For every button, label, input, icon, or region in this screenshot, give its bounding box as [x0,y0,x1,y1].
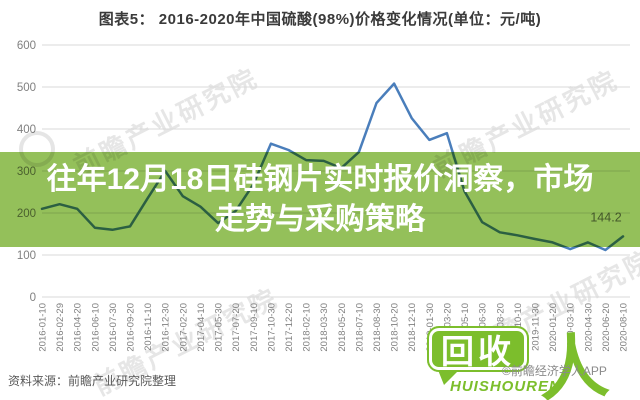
y-tick-label: 600 [17,40,36,52]
x-tick-label: 2018-03-30 [319,303,330,352]
x-tick-label: 2017-07-20 [231,303,242,352]
huishou-logo-text: 回收 [441,333,515,370]
y-tick-label: 500 [17,82,36,94]
copyright-credit: ©前瞻经济学人APP [502,364,607,378]
source-note: 资料来源：前瞻产业研究院整理 [8,374,177,388]
x-tick-label: 2016-11-10 [143,303,154,351]
x-tick-label: 2018-10-20 [390,303,401,352]
headline-line-1: 往年12月18日硅钢片实时报价洞察，市场 [46,162,594,196]
x-tick-label: 2018-12-10 [407,303,418,352]
x-tick-label: 2020-03-10 [566,303,577,352]
x-tick-label: 2019-01-30 [425,303,436,352]
x-tick-label: 2016-02-29 [55,303,66,352]
x-tick-label: 2017-02-20 [178,303,189,352]
y-tick-label: 100 [17,250,36,262]
x-tick-label: 2018-02-10 [302,303,313,352]
x-tick-label: 2018-08-30 [372,303,383,352]
x-tick-label: 2020-04-30 [583,303,594,352]
x-tick-label: 2016-09-20 [126,303,137,352]
huishou-logo-tail [438,370,459,400]
huishou-romanized: HUISHOUREN [450,378,561,395]
x-tick-label: 2020-08-10 [619,303,630,352]
huishou-logo-bubble: 回收 [427,326,529,372]
x-tick-label: 2020-01-20 [548,303,559,352]
headline: 往年12月18日硅钢片实时报价洞察，市场 走势与采购策略 [0,152,640,247]
x-tick-label: 2017-10-30 [266,303,277,352]
x-tick-label: 2018-05-20 [337,303,348,352]
x-tick-label: 2020-06-20 [601,303,612,352]
x-tick-label: 2016-07-30 [108,303,119,352]
x-tick-label: 2019-11-30 [531,303,542,351]
y-tick-label: 0 [30,292,36,304]
y-tick-label: 400 [17,124,36,136]
headline-line-2: 走势与采购策略 [215,202,425,236]
x-tick-label: 2016-06-10 [90,303,101,352]
x-tick-label: 2016-04-20 [73,303,84,352]
x-tick-label: 2017-05-30 [214,303,225,352]
x-tick-label: 2017-04-10 [196,303,207,352]
x-tick-label: 2017-09-10 [249,303,260,352]
x-tick-label: 2018-07-10 [354,303,365,352]
x-tick-label: 2017-12-20 [284,303,295,352]
chart-title: 图表5： 2016-2020年中国硫酸(98%)价格变化情况(单位：元/吨) [98,11,542,28]
headline-band [0,152,640,247]
x-tick-label: 2016-01-10 [38,303,49,352]
x-tick-label: 2016-12-30 [161,303,172,352]
